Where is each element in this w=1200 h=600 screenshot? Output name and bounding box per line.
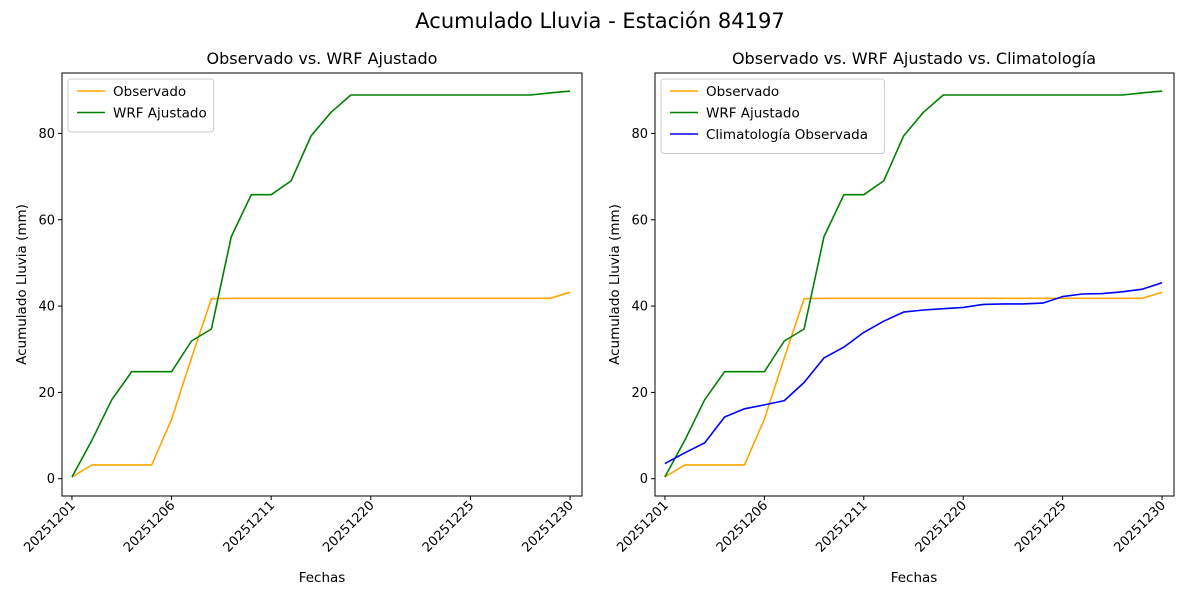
x-tick-label: 20251225 xyxy=(1012,498,1069,555)
legend-box xyxy=(660,78,886,154)
y-tick-label: 60 xyxy=(631,213,648,228)
legend-box xyxy=(67,78,215,133)
x-tick-label: 20251211 xyxy=(813,498,870,555)
y-tick-label: 60 xyxy=(38,213,55,228)
x-tick-label: 20251206 xyxy=(121,498,178,555)
series-line-climatolog-a-observada xyxy=(664,282,1163,465)
x-tick-label: 20251230 xyxy=(519,498,576,555)
legend-label: Climatología Observada xyxy=(706,127,868,143)
x-axis: 20251201 20251206 20251211 20251220 20251225… xyxy=(614,496,1169,556)
y-tick-label: 80 xyxy=(631,127,648,142)
series-line-wrf-ajustado xyxy=(664,90,1163,478)
series-line-observado xyxy=(71,291,571,478)
chart-title: Observado vs. WRF Ajustado xyxy=(207,49,438,68)
series-line-wrf-ajustado xyxy=(71,90,571,478)
chart-panel-right: Observado vs. WRF Ajustado vs. Climatolo… xyxy=(607,49,1175,586)
y-axis-label: Acumulado Lluvia (mm) xyxy=(14,204,30,365)
y-tick-label: 40 xyxy=(38,300,55,315)
series-lines xyxy=(664,90,1163,478)
legend-label: WRF Ajustado xyxy=(706,106,800,122)
legend: Observado WRF Ajustado xyxy=(67,78,215,133)
x-tick-label: 20251201 xyxy=(614,498,671,555)
legend: Observado WRF Ajustado Climatología Observ… xyxy=(660,78,886,154)
figure-title: Acumulado Lluvia - Estación 84197 xyxy=(415,9,784,33)
x-axis: 20251201 20251206 20251211 20251220 20251225… xyxy=(21,496,577,556)
legend-label: WRF Ajustado xyxy=(113,106,207,122)
x-tick-label: 20251201 xyxy=(21,498,78,555)
x-tick-label: 20251220 xyxy=(913,498,970,555)
x-tick-label: 20251230 xyxy=(1112,498,1169,555)
y-tick-label: 0 xyxy=(640,472,648,487)
x-tick-label: 20251225 xyxy=(420,498,477,555)
plot-frame xyxy=(61,72,583,497)
x-tick-label: 20251206 xyxy=(714,498,771,555)
x-tick-label: 20251220 xyxy=(320,498,377,555)
plot-frame xyxy=(654,72,1175,497)
y-tick-label: 40 xyxy=(631,300,648,315)
chart-panel-left: Observado vs. WRF Ajustado Fechas Acumul… xyxy=(14,49,583,586)
legend-label: Observado xyxy=(113,84,186,100)
y-axis: 0 20 40 60 80 xyxy=(38,127,62,487)
y-tick-label: 20 xyxy=(38,386,55,401)
x-tick-label: 20251211 xyxy=(221,498,278,555)
x-axis-label: Fechas xyxy=(299,570,346,586)
y-tick-label: 20 xyxy=(631,386,648,401)
y-axis-label: Acumulado Lluvia (mm) xyxy=(607,204,623,365)
legend-label: Observado xyxy=(706,84,779,100)
chart-title: Observado vs. WRF Ajustado vs. Climatolo… xyxy=(732,49,1096,68)
y-tick-label: 0 xyxy=(47,472,55,487)
x-axis-label: Fechas xyxy=(891,570,938,586)
series-lines xyxy=(71,90,571,478)
y-tick-label: 80 xyxy=(38,127,55,142)
series-line-observado xyxy=(664,291,1163,478)
y-axis: 0 20 40 60 80 xyxy=(631,127,655,487)
